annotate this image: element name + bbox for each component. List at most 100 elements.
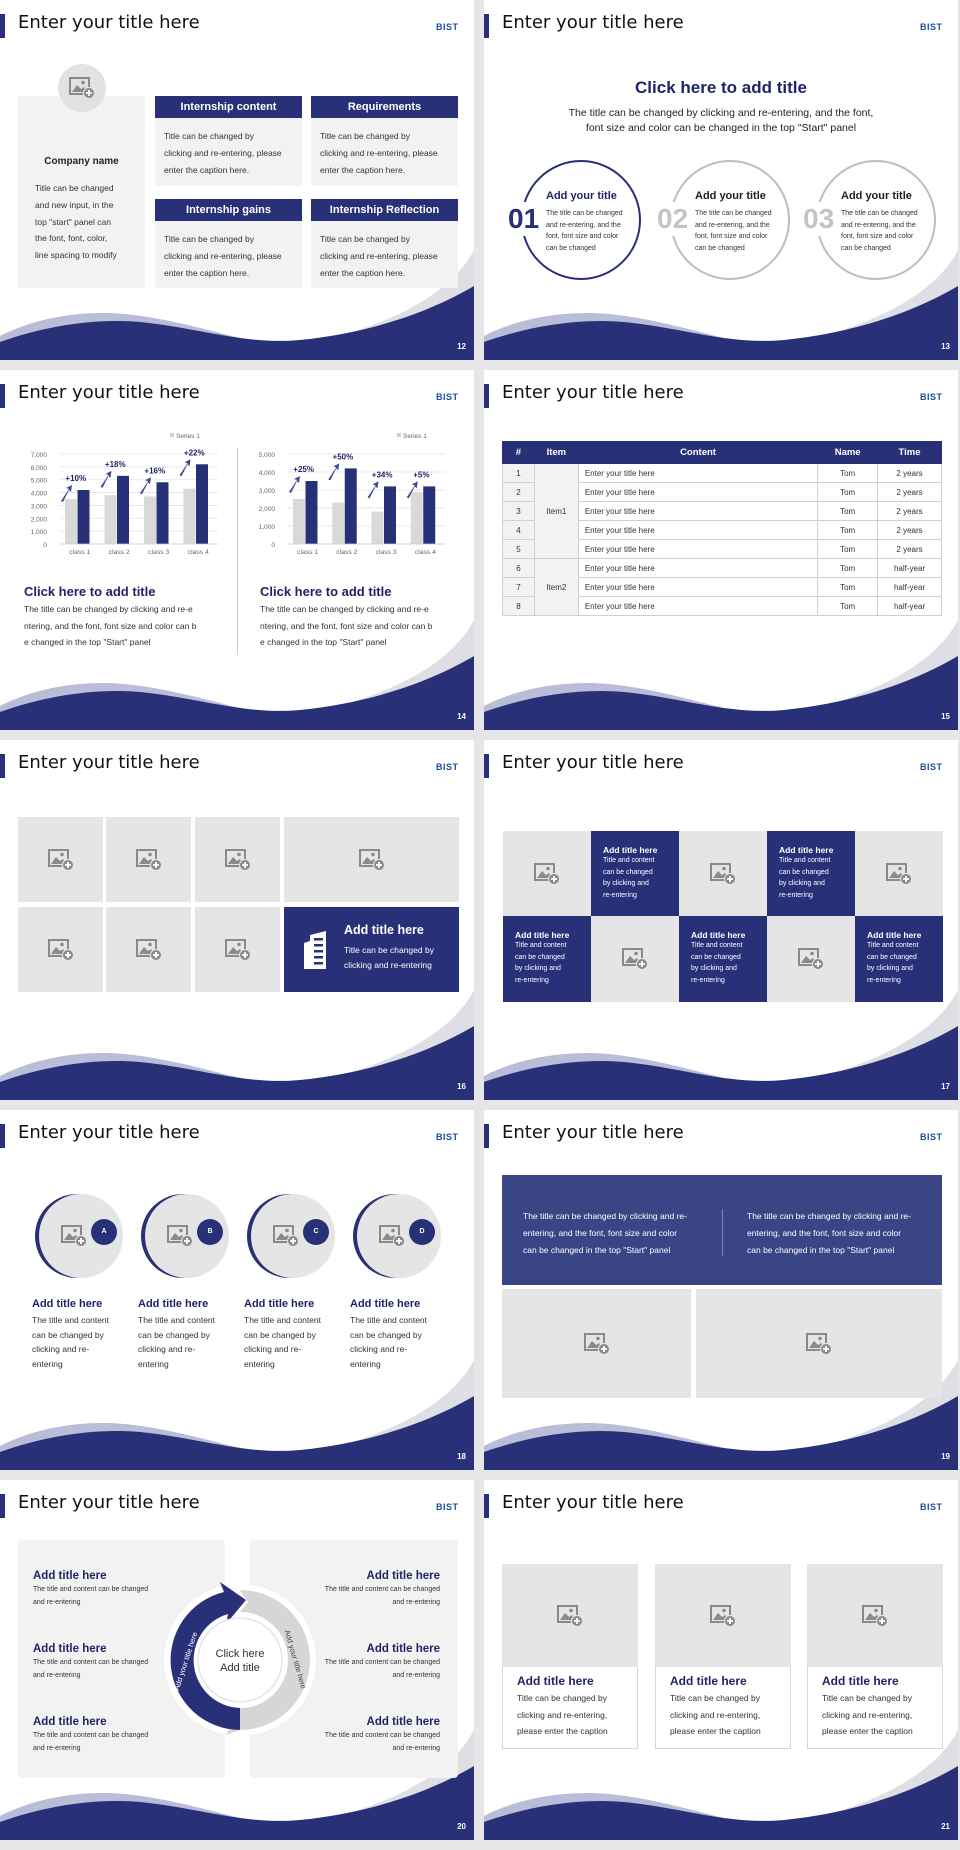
- image-placeholder[interactable]: [503, 831, 591, 917]
- wave-decoration: [0, 990, 474, 1100]
- bar-series-1: [332, 502, 345, 544]
- image-placeholder[interactable]: [195, 817, 280, 902]
- line: Title and content: [867, 942, 919, 949]
- image-placeholder[interactable]: [855, 831, 943, 917]
- line: Title and content: [603, 857, 655, 864]
- slide-title[interactable]: Enter your title here: [18, 12, 200, 33]
- company-image-placeholder[interactable]: [58, 64, 106, 112]
- x-tick-label: class 2: [336, 549, 357, 556]
- image-placeholder[interactable]: [502, 1289, 691, 1398]
- card-title: Internship gains: [155, 199, 302, 221]
- slide-title[interactable]: Enter your title here: [502, 752, 684, 773]
- line: by clicking and: [515, 965, 561, 972]
- cell-content[interactable]: Enter your title here: [577, 463, 819, 483]
- cell-time: 2 years: [877, 520, 942, 540]
- cell-content[interactable]: Enter your title here: [577, 596, 819, 616]
- line: ntering, and the font, font size and col…: [260, 620, 433, 631]
- company-desc: Title can be changed and new input, in th…: [35, 180, 117, 264]
- slide-18[interactable]: Enter your title here BIST 18 A Add title…: [0, 1110, 474, 1470]
- line: The title and content: [244, 1315, 322, 1325]
- image-placeholder[interactable]: [502, 1564, 638, 1667]
- image-placeholder[interactable]: [106, 907, 191, 992]
- line: enter the caption here.: [164, 165, 250, 175]
- add-image-icon: [135, 938, 162, 961]
- cell-name: Tom: [817, 539, 879, 559]
- growth-label: +16%: [144, 466, 165, 475]
- x-tick-label: class 1: [297, 549, 318, 556]
- line: can be changed: [779, 868, 829, 876]
- slide-21[interactable]: Enter your title here BIST 21 Add title …: [484, 1480, 958, 1840]
- y-tick-label: 4,000: [259, 470, 276, 477]
- cell-content[interactable]: Enter your title here: [577, 482, 819, 502]
- cell-num: 4: [502, 520, 535, 540]
- line: by clicking and: [779, 880, 825, 887]
- title-accent-bar: [484, 14, 489, 38]
- cell-content[interactable]: Enter your title here: [577, 577, 819, 597]
- text-tile: Add title here Title and content can be ch…: [503, 916, 591, 1002]
- slide-15[interactable]: Enter your title here BIST 15 # Item Con…: [484, 370, 958, 730]
- item-left: Add title here The title and content can …: [33, 1714, 148, 1755]
- bist-logo: BIST: [920, 1132, 943, 1142]
- step-title: Add your title: [546, 190, 617, 202]
- slide-20[interactable]: Enter your title here BIST 20 Add title …: [0, 1480, 474, 1840]
- slide-14[interactable]: Enter your title here BIST 14 0 1,000 2,00…: [0, 370, 474, 730]
- cell-time: half-year: [877, 558, 942, 578]
- image-placeholder[interactable]: [106, 817, 191, 902]
- cell-content[interactable]: Enter your title here: [577, 501, 819, 521]
- add-image-icon: [862, 1604, 888, 1627]
- gray-arrow: [226, 1590, 310, 1735]
- slide-12[interactable]: Enter your title here BIST 12 Company na…: [0, 0, 474, 360]
- slide-16[interactable]: Enter your title here BIST 16 Add title …: [0, 740, 474, 1100]
- slide-title[interactable]: Enter your title here: [502, 12, 684, 33]
- text-block: Click here to add title The title can be…: [24, 584, 224, 651]
- line: re-entering: [603, 891, 637, 899]
- line: Title and content: [691, 942, 743, 949]
- line: Title can be changed by: [670, 1693, 760, 1703]
- slide-title[interactable]: Enter your title here: [502, 1492, 684, 1513]
- image-placeholder[interactable]: [679, 831, 767, 917]
- cell-name: Tom: [817, 558, 879, 578]
- cell-content[interactable]: Enter your title here: [577, 520, 819, 540]
- line: clicking and re-entering, please: [164, 148, 282, 158]
- slide-title[interactable]: Enter your title here: [18, 1492, 200, 1513]
- image-placeholder[interactable]: [696, 1289, 942, 1398]
- slide-17[interactable]: Enter your title here BIST 17 Add title …: [484, 740, 958, 1100]
- slide-title[interactable]: Enter your title here: [18, 752, 200, 773]
- slide-title[interactable]: Enter your title here: [502, 1122, 684, 1143]
- slide-19[interactable]: Enter your title here BIST 19 The title …: [484, 1110, 958, 1470]
- line: The title and content can be changed: [33, 1732, 149, 1739]
- slide-13[interactable]: Enter your title here BIST 13 Click here…: [484, 0, 958, 360]
- line: The title and content can be changed: [324, 1586, 440, 1593]
- cell-name: Tom: [817, 596, 879, 616]
- image-placeholder[interactable]: [18, 907, 103, 992]
- slide-title[interactable]: Enter your title here: [18, 1122, 200, 1143]
- image-placeholder[interactable]: [284, 817, 459, 902]
- bar-charts: 0 1,000 2,000 3,000 4,000 5,000 6,000 7,000 Seri…: [31, 433, 445, 556]
- line: can be changed by: [350, 1329, 422, 1340]
- center-circle[interactable]: [197, 1617, 283, 1703]
- image-placeholder[interactable]: [18, 817, 103, 902]
- image-placeholder[interactable]: [767, 916, 855, 1002]
- line: Title can be changed by: [344, 945, 434, 955]
- cell-content[interactable]: Enter your title here: [577, 539, 819, 559]
- y-tick-label: 1,000: [259, 524, 276, 531]
- heading: Click here to add title: [635, 78, 807, 97]
- slide-title[interactable]: Enter your title here: [502, 382, 684, 403]
- tile-title: Add title here: [867, 930, 922, 940]
- bar-series-1: [65, 499, 77, 544]
- image-placeholder[interactable]: [807, 1564, 943, 1667]
- bist-logo: BIST: [920, 1502, 943, 1512]
- arrow-up-icon: [179, 459, 191, 477]
- item-title: Add title here: [366, 1716, 440, 1728]
- col-header: Item: [533, 441, 579, 464]
- image-placeholder[interactable]: [591, 916, 679, 1002]
- add-image-icon: [61, 1225, 87, 1247]
- line: and re-entering: [392, 1744, 440, 1752]
- cell-content[interactable]: Enter your title here: [577, 558, 819, 578]
- bist-logo: BIST: [436, 1132, 459, 1142]
- image-placeholder[interactable]: [655, 1564, 791, 1667]
- slide-title[interactable]: Enter your title here: [18, 382, 200, 403]
- line: The title and content: [32, 1315, 110, 1325]
- add-image-icon: [167, 1225, 193, 1247]
- image-placeholder[interactable]: [195, 907, 280, 992]
